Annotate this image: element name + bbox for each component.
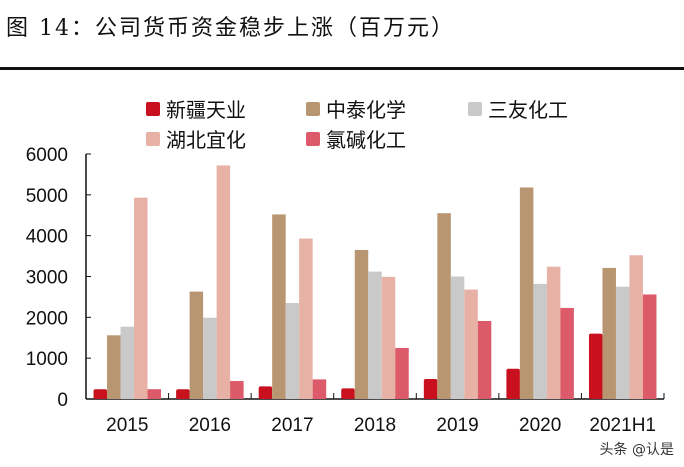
bar-湖北宜化-2021H1: [629, 255, 643, 399]
bar-氯碱化工-2020: [560, 307, 574, 399]
bar-湖北宜化-2017: [299, 238, 313, 399]
y-tick-label: 4000: [26, 227, 68, 248]
x-tick-label: 2020: [519, 415, 561, 436]
bar-湖北宜化-2020: [546, 266, 561, 399]
bar-三友化工-2021H1: [615, 286, 630, 399]
bar-中泰化学-2016: [189, 291, 204, 399]
legend-item: 湖北宜化: [146, 124, 246, 153]
x-tick-label: 2021H1: [589, 415, 656, 436]
bar-新疆天业-2021H1: [588, 333, 603, 399]
legend-swatch: [468, 101, 482, 116]
legend-swatch: [306, 101, 320, 116]
bar-湖北宜化-2016: [216, 165, 231, 399]
legend-swatch: [146, 131, 160, 146]
bar-中泰化学-2020: [519, 187, 534, 399]
legend-label: 中泰化学: [326, 98, 406, 122]
y-tick-label: 2000: [26, 308, 68, 329]
x-tick-label: 2017: [271, 415, 313, 436]
legend-swatch: [306, 131, 320, 146]
legend-item: 新疆天业: [146, 94, 246, 123]
bar-三友化工-2019: [450, 276, 465, 399]
y-tick-label: 1000: [26, 349, 68, 370]
bar-湖北宜化-2018: [381, 276, 396, 399]
legend-label: 新疆天业: [166, 98, 246, 122]
bar-新疆天业-2020: [506, 368, 520, 399]
bar-氯碱化工-2018: [395, 347, 409, 399]
x-tick-label: 2016: [189, 415, 231, 436]
bar-氯碱化工-2015: [147, 389, 162, 399]
bar-三友化工-2015: [120, 326, 135, 399]
bar-氯碱化工-2021H1: [642, 294, 657, 399]
legend-label: 氯碱化工: [326, 128, 406, 152]
x-tick-label: 2018: [354, 415, 396, 436]
chart-title: 图 14：公司货币资金稳步上涨（百万元）: [6, 16, 455, 41]
bar-氯碱化工-2019: [477, 321, 492, 399]
bar-三友化工-2017: [285, 303, 300, 399]
bar-湖北宜化-2019: [464, 289, 478, 399]
bar-氯碱化工-2017: [312, 379, 327, 399]
legend-item: 中泰化学: [306, 94, 406, 123]
y-tick-label: 0: [57, 390, 68, 411]
legend-item: 三友化工: [468, 94, 568, 123]
bar-新疆天业-2017: [258, 386, 273, 399]
bar-中泰化学-2018: [354, 249, 369, 399]
y-tick-label: 5000: [26, 186, 68, 207]
watermark: 头条 @认是: [599, 442, 674, 458]
title-divider: [0, 67, 684, 70]
bar-中泰化学-2019: [437, 213, 451, 399]
bar-中泰化学-2017: [272, 214, 286, 399]
bar-新疆天业-2018: [341, 388, 355, 399]
bar-新疆天业-2019: [423, 378, 438, 399]
bar-中泰化学-2021H1: [602, 267, 616, 399]
y-tick-label: 3000: [26, 268, 68, 289]
bar-湖北宜化-2015: [134, 197, 148, 399]
legend-label: 三友化工: [488, 98, 568, 122]
bar-三友化工-2018: [368, 271, 382, 399]
x-tick-label: 2019: [436, 415, 478, 436]
bar-新疆天业-2016: [176, 389, 190, 399]
x-tick-label: 2015: [106, 415, 148, 436]
bar-新疆天业-2015: [93, 389, 108, 399]
bar-三友化工-2016: [203, 317, 217, 399]
bar-中泰化学-2015: [107, 335, 121, 399]
y-tick-label: 6000: [26, 145, 68, 166]
legend-item: 氯碱化工: [306, 124, 406, 153]
bar-三友化工-2020: [533, 283, 547, 399]
bar-氯碱化工-2016: [230, 381, 244, 399]
legend-label: 湖北宜化: [166, 128, 246, 152]
legend-swatch: [146, 101, 160, 116]
